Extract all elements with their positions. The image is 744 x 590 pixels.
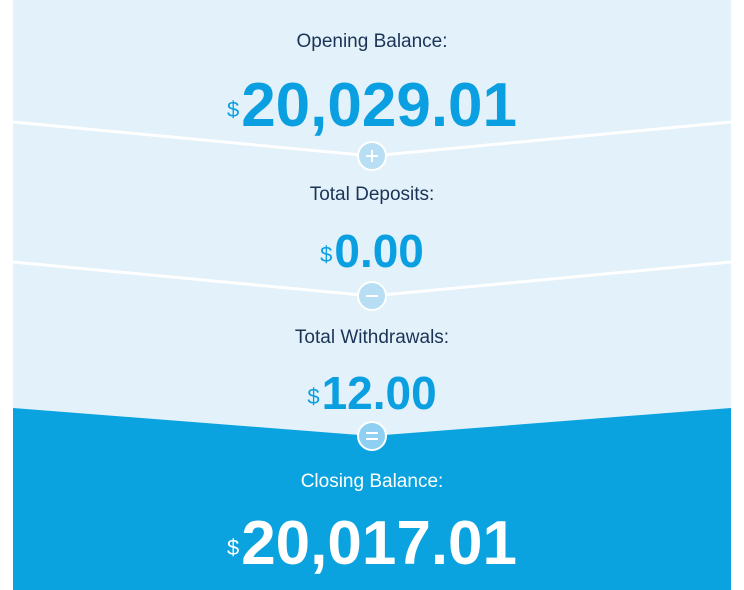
- currency: $: [320, 242, 333, 267]
- amount: $12.00: [13, 368, 731, 418]
- currency: $: [307, 384, 320, 409]
- amount: $20,017.01: [13, 512, 731, 576]
- label: Opening Balance:: [296, 31, 448, 52]
- equals-icon: [357, 421, 387, 451]
- label: Total Deposits:: [309, 184, 435, 205]
- amount: $0.00: [13, 226, 731, 276]
- value: 20,017.01: [241, 509, 518, 578]
- plus-icon: [357, 141, 387, 171]
- value: 12.00: [321, 367, 437, 419]
- label: Total Withdrawals:: [294, 327, 450, 348]
- value: 0.00: [334, 225, 424, 277]
- amount: $20,029.01: [13, 74, 731, 138]
- currency: $: [226, 97, 240, 122]
- minus-icon: [357, 281, 387, 311]
- closing-panel: [13, 408, 731, 590]
- value: 20,029.01: [241, 71, 518, 140]
- label: Closing Balance:: [300, 471, 444, 492]
- currency: $: [226, 535, 240, 560]
